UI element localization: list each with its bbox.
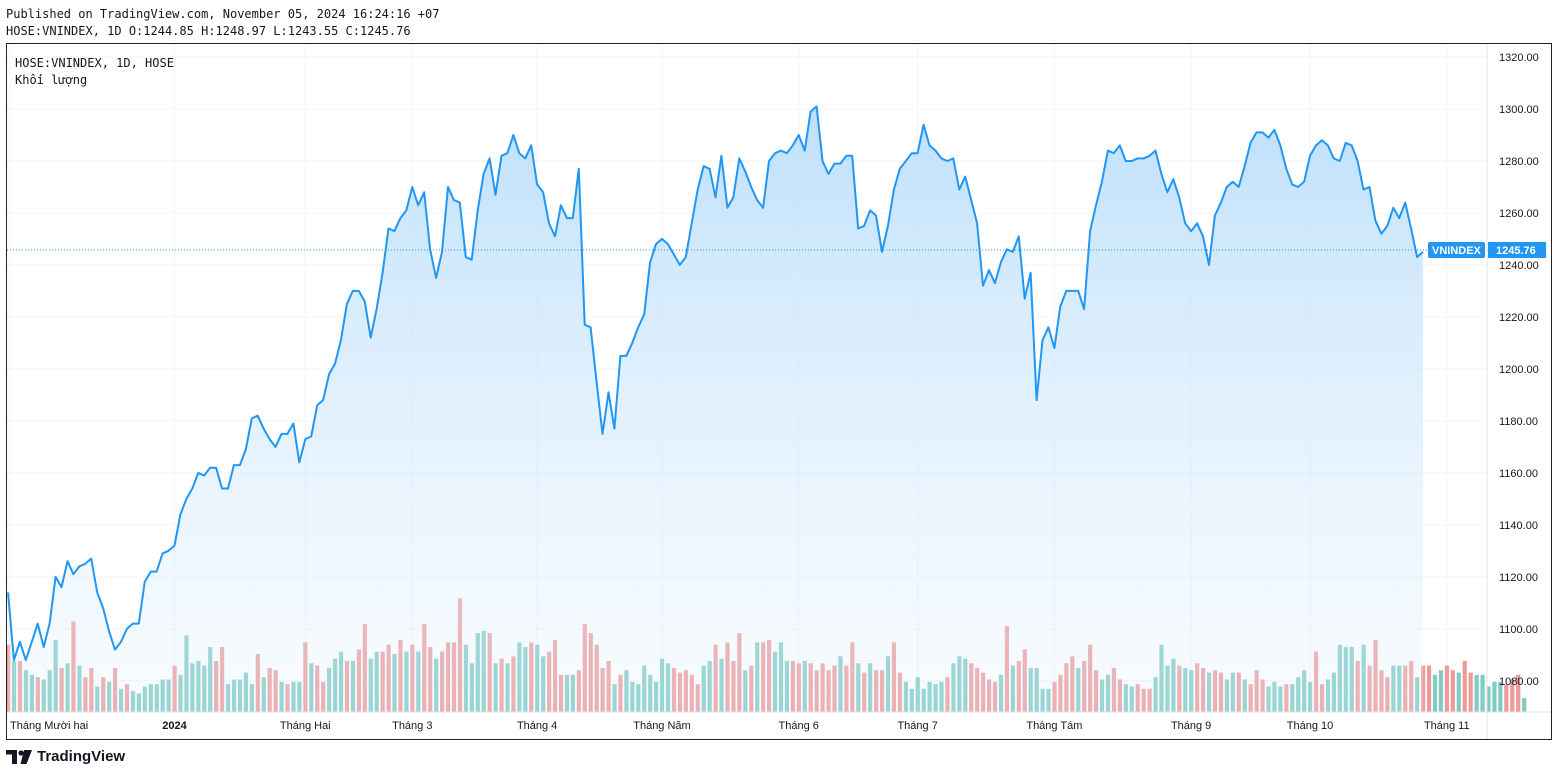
volume-bar <box>1480 674 1485 712</box>
volume-bar <box>1522 698 1527 712</box>
x-tick-label: Tháng Mười hai <box>10 720 88 732</box>
volume-bar <box>1468 672 1473 712</box>
chart-frame: 1320.00 1300.00 1280.00 1260.00 1240.00 1220.… <box>6 43 1552 740</box>
y-tick-label: 1180.00 <box>1499 416 1538 428</box>
volume-bar <box>1432 674 1438 712</box>
x-tick-label: Tháng 9 <box>1171 720 1211 732</box>
y-tick-label: 1100.00 <box>1499 624 1538 636</box>
volume-bar <box>1504 684 1509 712</box>
y-tick-label: 1220.00 <box>1499 312 1539 324</box>
x-tick-label: Tháng Tám <box>1026 720 1082 732</box>
price-axis[interactable]: 1320.00 1300.00 1280.00 1260.00 1240.00 1220.… <box>1499 52 1539 688</box>
volume-bar <box>1516 674 1521 712</box>
tradingview-logo-icon <box>6 749 32 764</box>
volume-bar <box>1486 686 1491 712</box>
volume-bar <box>1510 679 1515 712</box>
x-tick-label: Tháng 6 <box>779 720 819 732</box>
published-header: Published on TradingView.com, November 0… <box>6 7 440 21</box>
symbol-tag <box>1428 241 1485 258</box>
x-tick-label: Tháng Năm <box>633 720 690 732</box>
ohlc-header: HOSE:VNINDEX, 1D O:1244.85 H:1248.97 L:1… <box>6 24 411 38</box>
volume-bar <box>1438 670 1444 712</box>
y-tick-label: 1160.00 <box>1499 468 1538 480</box>
y-tick-label: 1120.00 <box>1499 572 1538 584</box>
x-tick-label: Tháng Hai <box>280 720 331 732</box>
x-tick-label: Tháng 3 <box>392 720 432 732</box>
volume-bar <box>1450 670 1455 712</box>
y-tick-label: 1200.00 <box>1499 364 1539 376</box>
volume-bar <box>1462 660 1467 712</box>
legend-volume: Khối lượng <box>15 73 88 87</box>
time-axis[interactable]: Tháng Mười hai 2024 Tháng Hai Tháng 3 Tháng … <box>10 720 1470 732</box>
y-tick-label: 1300.00 <box>1499 104 1539 116</box>
x-tick-label: Tháng 7 <box>897 720 937 732</box>
volume-bar <box>1456 672 1461 712</box>
legend-symbol: HOSE:VNINDEX, 1D, HOSE <box>15 56 174 70</box>
y-tick-label: 1080.00 <box>1499 676 1539 688</box>
volume-bar <box>1492 681 1497 712</box>
tradingview-brand: TradingView <box>37 748 126 765</box>
x-tick-label: 2024 <box>162 720 187 732</box>
y-tick-label: 1260.00 <box>1499 208 1539 220</box>
y-tick-label: 1240.00 <box>1499 260 1539 272</box>
y-tick-label: 1140.00 <box>1499 520 1538 532</box>
volume-bar <box>1426 665 1432 712</box>
price-chart[interactable]: 1320.00 1300.00 1280.00 1260.00 1240.00 1220.… <box>7 44 1551 739</box>
price-area <box>8 106 1423 712</box>
volume-bar <box>1498 681 1503 712</box>
price-tags: VNINDEX 1245.76 <box>1428 241 1546 258</box>
y-tick-label: 1320.00 <box>1499 52 1539 64</box>
tradingview-footer[interactable]: TradingView <box>6 748 125 765</box>
y-tick-label: 1280.00 <box>1499 156 1539 168</box>
volume-bar <box>1444 665 1449 712</box>
volume-bar <box>1474 674 1479 712</box>
symbol-tag-label: VNINDEX <box>1432 245 1482 257</box>
x-tick-label: Tháng 11 <box>1424 720 1470 732</box>
x-tick-label: Tháng 4 <box>517 720 557 732</box>
volume-bar <box>1421 665 1426 712</box>
x-tick-label: Tháng 10 <box>1287 720 1333 732</box>
last-price-tag <box>1488 241 1546 258</box>
price-line <box>7 105 1424 661</box>
last-price-label: 1245.76 <box>1496 245 1536 257</box>
